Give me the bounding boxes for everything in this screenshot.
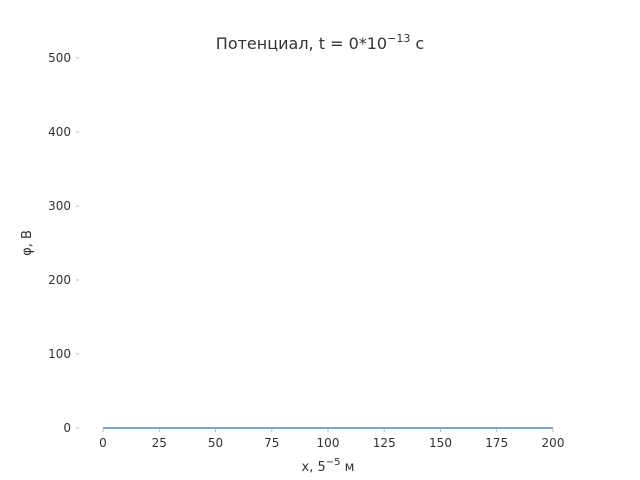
y-tick-label: 200 bbox=[48, 273, 71, 287]
y-tick-label: 100 bbox=[48, 347, 71, 361]
chart-title-suffix: с bbox=[410, 34, 424, 53]
x-tick-label: 200 bbox=[542, 436, 565, 450]
x-axis-label-main: x, 5 bbox=[302, 460, 326, 475]
y-tick-label: 500 bbox=[48, 51, 71, 65]
x-tick-label: 150 bbox=[429, 436, 452, 450]
y-tick-label: 0 bbox=[63, 421, 71, 435]
x-axis-label-exponent: −5 bbox=[326, 457, 341, 468]
x-axis-label-suffix: м bbox=[341, 460, 355, 475]
chart-title-main: Потенциал, t = 0*10 bbox=[216, 34, 387, 53]
y-axis-label: φ, В bbox=[20, 230, 35, 256]
x-tick-label: 175 bbox=[485, 436, 508, 450]
x-tick-label: 0 bbox=[99, 436, 107, 450]
x-tick-label: 25 bbox=[152, 436, 167, 450]
x-tick-label: 125 bbox=[373, 436, 396, 450]
x-axis: 0 25 50 75 100 125 150 175 200 bbox=[99, 429, 564, 450]
x-axis-label: x, 5−5 м bbox=[302, 457, 355, 475]
chart-title: Потенциал, t = 0*10−13 с bbox=[216, 32, 424, 53]
y-axis: 0 100 200 300 400 500 bbox=[48, 51, 79, 435]
chart-title-exponent: −13 bbox=[387, 32, 410, 45]
x-tick-label: 50 bbox=[208, 436, 223, 450]
y-tick-label: 300 bbox=[48, 199, 71, 213]
y-tick-label: 400 bbox=[48, 125, 71, 139]
x-tick-label: 100 bbox=[317, 436, 340, 450]
x-tick-label: 75 bbox=[264, 436, 279, 450]
